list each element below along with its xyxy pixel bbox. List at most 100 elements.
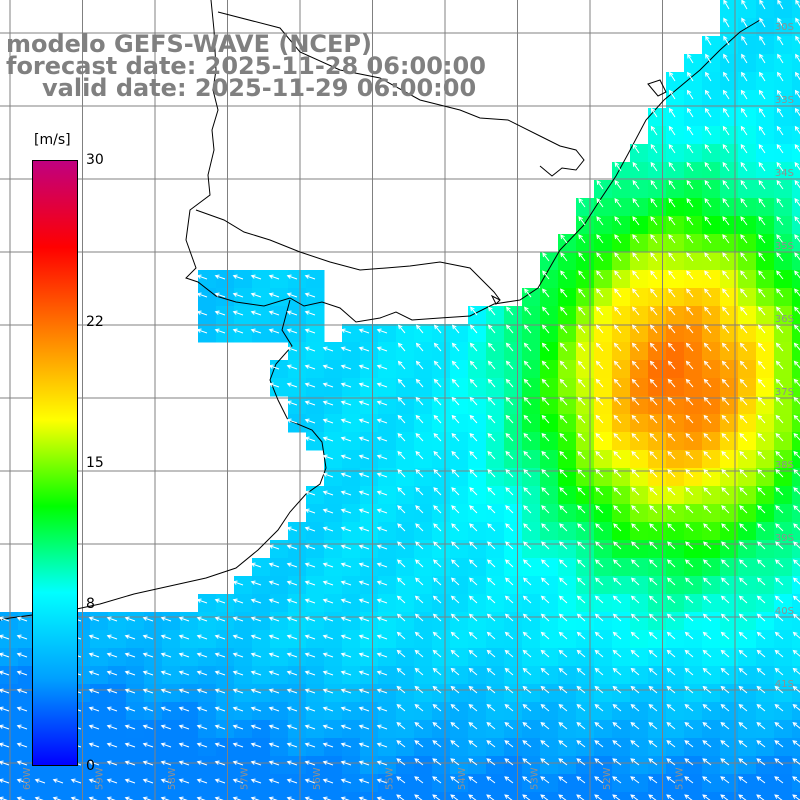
wind-speed-cell <box>792 36 800 55</box>
wind-arrow <box>704 143 712 154</box>
wind-speed-cell <box>360 450 379 469</box>
wind-arrow <box>232 328 244 334</box>
wind-arrow <box>720 631 730 640</box>
wind-arrow <box>522 613 532 622</box>
wind-speed-cell <box>360 486 379 505</box>
wind-arrow <box>340 526 352 532</box>
wind-arrow <box>106 778 118 784</box>
wind-arrow <box>631 432 640 442</box>
wind-arrow <box>775 342 784 352</box>
wind-speed-cell <box>756 198 775 217</box>
wind-arrow <box>376 670 388 676</box>
wind-arrow <box>540 649 550 658</box>
wind-speed-cell <box>792 792 800 800</box>
wind-arrow <box>703 523 712 532</box>
wind-speed-cell <box>792 630 800 649</box>
wind-speed-cell <box>36 774 55 793</box>
wind-arrow <box>304 778 316 784</box>
wind-arrow <box>468 649 478 658</box>
wind-arrow <box>540 577 550 586</box>
wind-speed-cell <box>756 252 775 271</box>
wind-arrow <box>596 234 604 244</box>
wind-speed-cell <box>162 666 181 685</box>
wind-arrow <box>758 198 766 208</box>
wind-speed-cell <box>252 630 271 649</box>
wind-arrow <box>376 778 388 784</box>
wind-speed-cell <box>774 180 793 199</box>
wind-arrow <box>576 794 585 800</box>
wind-speed-cell <box>486 324 505 343</box>
wind-arrow <box>703 396 712 406</box>
wind-arrow <box>684 595 694 604</box>
wind-arrow <box>88 778 100 784</box>
wind-arrow <box>322 562 334 568</box>
wind-speed-cell <box>612 702 631 721</box>
wind-arrow <box>540 613 550 622</box>
wind-speed-cell <box>666 144 685 163</box>
wind-arrow <box>722 89 730 100</box>
wind-arrow <box>468 776 478 784</box>
wind-speed-cell <box>666 162 685 181</box>
wind-arrow <box>774 667 784 676</box>
wind-arrow <box>505 487 514 496</box>
wind-speed-cell <box>720 90 739 109</box>
wind-speed-cell <box>774 792 793 800</box>
wind-arrow <box>758 216 766 226</box>
wind-arrow <box>214 670 226 676</box>
wind-arrow <box>703 378 712 388</box>
wind-speed-cell <box>180 774 199 793</box>
wind-speed-cell <box>306 702 325 721</box>
wind-speed-cell <box>450 324 469 343</box>
wind-speed-cell <box>792 486 800 505</box>
wind-speed-cell <box>252 774 271 793</box>
wind-arrow <box>250 562 262 568</box>
wind-speed-cell <box>288 558 307 577</box>
wind-speed-cell <box>450 774 469 793</box>
wind-arrow <box>613 505 622 514</box>
wind-speed-cell <box>90 666 109 685</box>
wind-arrow <box>487 505 496 514</box>
wind-speed-cell <box>378 792 397 800</box>
wind-arrow <box>722 143 730 154</box>
wind-arrow <box>775 378 784 388</box>
wind-arrow <box>432 758 442 766</box>
wind-speed-cell <box>630 234 649 253</box>
wind-speed-cell <box>288 306 307 325</box>
wind-arrow <box>469 342 478 352</box>
wind-arrow <box>668 234 676 244</box>
wind-arrow <box>468 631 478 640</box>
wind-arrow <box>686 107 694 118</box>
wind-arrow <box>268 778 280 784</box>
wind-arrow <box>703 505 712 514</box>
wind-speed-cell <box>594 684 613 703</box>
wind-arrow <box>232 634 244 640</box>
wind-arrow <box>414 595 424 604</box>
wind-speed-cell <box>684 720 703 739</box>
wind-arrow <box>558 722 568 730</box>
wind-speed-cell <box>540 288 559 307</box>
wind-speed-cell <box>198 738 217 757</box>
wind-arrow <box>668 161 676 172</box>
wind-arrow <box>304 364 316 370</box>
wind-arrow <box>414 649 424 658</box>
wind-speed-cell <box>108 612 127 631</box>
wind-arrow <box>631 414 640 424</box>
wind-arrow <box>106 706 118 712</box>
wind-arrow <box>505 360 514 370</box>
wind-speed-cell <box>18 756 37 775</box>
wind-arrow <box>739 487 748 496</box>
wind-speed-cell <box>594 774 613 793</box>
wind-arrow <box>720 776 730 784</box>
wind-arrow <box>250 598 262 604</box>
wind-arrow <box>142 724 154 730</box>
wind-speed-cell <box>486 738 505 757</box>
wind-arrow <box>648 649 658 658</box>
wind-speed-cell <box>666 324 685 343</box>
wind-speed-cell <box>756 756 775 775</box>
wind-arrow <box>631 342 640 352</box>
wind-arrow <box>486 667 496 676</box>
wind-arrow <box>376 436 388 442</box>
wind-arrow <box>523 505 532 514</box>
wind-arrow <box>794 198 800 207</box>
wind-speed-cell <box>288 288 307 307</box>
